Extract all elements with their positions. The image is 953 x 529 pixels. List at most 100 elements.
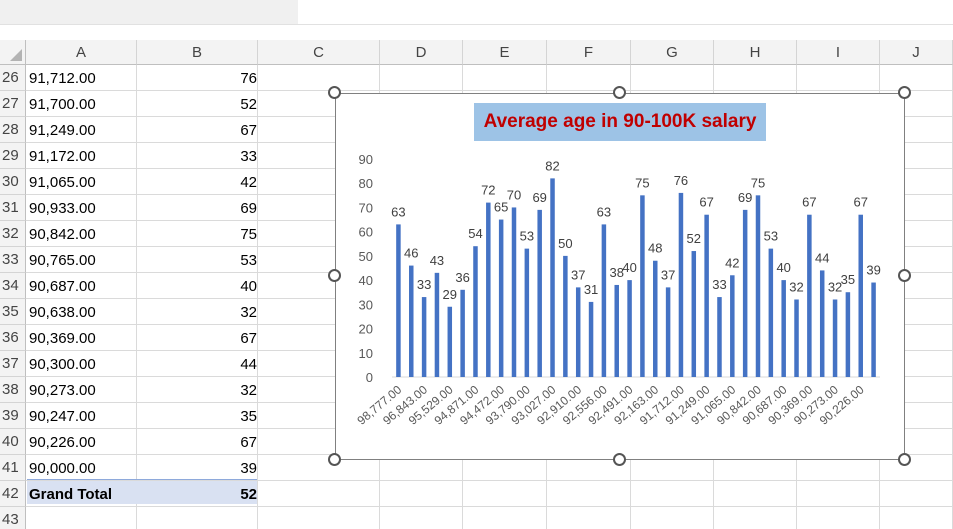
bar[interactable] bbox=[640, 195, 645, 377]
select-all-corner[interactable] bbox=[0, 40, 26, 65]
bar[interactable] bbox=[717, 297, 722, 377]
bar[interactable] bbox=[665, 287, 671, 377]
bar[interactable] bbox=[421, 297, 427, 377]
row-header-38[interactable]: 38 bbox=[0, 377, 26, 403]
cell-a36[interactable]: 90,369.00 bbox=[29, 329, 96, 347]
cell-b33[interactable]: 53 bbox=[240, 251, 257, 269]
cell-b42[interactable]: 52 bbox=[240, 485, 257, 503]
cell-b43[interactable] bbox=[137, 507, 257, 529]
row-header-31[interactable]: 31 bbox=[0, 195, 26, 221]
cell-a40[interactable]: 90,226.00 bbox=[29, 433, 96, 451]
cell-b40[interactable]: 67 bbox=[240, 433, 257, 451]
chart-resize-handle[interactable] bbox=[898, 86, 911, 99]
row-header-32[interactable]: 32 bbox=[0, 221, 26, 247]
cell-a34[interactable]: 90,687.00 bbox=[29, 277, 96, 295]
bar[interactable] bbox=[781, 280, 786, 377]
bar[interactable] bbox=[588, 301, 594, 377]
bar[interactable] bbox=[794, 299, 799, 377]
cell-a41[interactable]: 90,000.00 bbox=[29, 459, 96, 477]
row-header-36[interactable]: 36 bbox=[0, 325, 26, 351]
cell-a32[interactable]: 90,842.00 bbox=[29, 225, 96, 243]
bar[interactable] bbox=[614, 284, 619, 377]
column-header-i[interactable]: I bbox=[797, 40, 880, 65]
cell-b29[interactable]: 33 bbox=[240, 147, 257, 165]
cell-b35[interactable]: 32 bbox=[240, 303, 257, 321]
bar[interactable] bbox=[730, 275, 735, 377]
cell-b30[interactable]: 42 bbox=[240, 173, 257, 191]
cell-a33[interactable]: 90,765.00 bbox=[29, 251, 96, 269]
chart-resize-handle[interactable] bbox=[328, 86, 341, 99]
cell-a30[interactable]: 91,065.00 bbox=[29, 173, 96, 191]
column-header-a[interactable]: A bbox=[26, 40, 137, 65]
cell-a42[interactable]: Grand Total bbox=[29, 485, 113, 503]
row-header-26[interactable]: 26 bbox=[0, 65, 26, 91]
bar[interactable] bbox=[447, 306, 453, 377]
cell-b31[interactable]: 69 bbox=[240, 199, 257, 217]
chart-resize-handle[interactable] bbox=[328, 453, 341, 466]
row-header-41[interactable]: 41 bbox=[0, 455, 26, 481]
cell-a38[interactable]: 90,273.00 bbox=[29, 381, 96, 399]
column-header-g[interactable]: G bbox=[631, 40, 714, 65]
bar[interactable] bbox=[845, 292, 851, 377]
cell-a37[interactable]: 90,300.00 bbox=[29, 355, 96, 373]
bar[interactable] bbox=[858, 214, 863, 377]
column-header-h[interactable]: H bbox=[714, 40, 797, 65]
bar[interactable] bbox=[563, 255, 568, 377]
cell-a31[interactable]: 90,933.00 bbox=[29, 199, 96, 217]
bar[interactable] bbox=[704, 214, 709, 377]
cell-b28[interactable]: 67 bbox=[240, 121, 257, 139]
chart-resize-handle[interactable] bbox=[328, 269, 341, 282]
row-header-42[interactable]: 42 bbox=[0, 481, 26, 507]
cell-a27[interactable]: 91,700.00 bbox=[29, 95, 96, 113]
bar[interactable] bbox=[742, 209, 748, 377]
row-header-30[interactable]: 30 bbox=[0, 169, 26, 195]
cell-a26[interactable]: 91,712.00 bbox=[29, 69, 96, 87]
cell-b34[interactable]: 40 bbox=[240, 277, 257, 295]
bar[interactable] bbox=[768, 248, 774, 377]
bar[interactable] bbox=[537, 209, 542, 377]
row-header-27[interactable]: 27 bbox=[0, 91, 26, 117]
chart-resize-handle[interactable] bbox=[613, 86, 626, 99]
bar[interactable] bbox=[486, 202, 491, 377]
bar[interactable] bbox=[524, 248, 530, 377]
bar[interactable] bbox=[575, 287, 581, 377]
row-header-37[interactable]: 37 bbox=[0, 351, 26, 377]
bar[interactable] bbox=[653, 260, 658, 377]
column-header-j[interactable]: J bbox=[880, 40, 953, 65]
cell-b36[interactable]: 67 bbox=[240, 329, 257, 347]
bar[interactable] bbox=[678, 192, 684, 377]
cell-b38[interactable]: 32 bbox=[240, 381, 257, 399]
bar[interactable] bbox=[871, 282, 876, 377]
bar[interactable] bbox=[460, 289, 465, 377]
cell-b37[interactable]: 44 bbox=[240, 355, 257, 373]
bar[interactable] bbox=[550, 178, 555, 377]
cell-a29[interactable]: 91,172.00 bbox=[29, 147, 96, 165]
column-header-d[interactable]: D bbox=[380, 40, 463, 65]
row-header-43[interactable]: 43 bbox=[0, 507, 26, 529]
bar[interactable] bbox=[819, 270, 825, 377]
chart-resize-handle[interactable] bbox=[898, 453, 911, 466]
bar[interactable] bbox=[473, 246, 478, 377]
bar[interactable] bbox=[601, 224, 607, 377]
cell-b27[interactable]: 52 bbox=[240, 95, 257, 113]
bar[interactable] bbox=[691, 251, 697, 377]
column-header-b[interactable]: B bbox=[137, 40, 258, 65]
bar[interactable] bbox=[755, 195, 761, 377]
cell-b39[interactable]: 35 bbox=[240, 407, 257, 425]
bar[interactable] bbox=[627, 280, 632, 377]
bar[interactable] bbox=[511, 207, 517, 377]
bar[interactable] bbox=[396, 224, 401, 377]
bar[interactable] bbox=[832, 299, 838, 377]
chart-resize-handle[interactable] bbox=[898, 269, 911, 282]
chart-resize-handle[interactable] bbox=[613, 453, 626, 466]
row-header-33[interactable]: 33 bbox=[0, 247, 26, 273]
row-header-28[interactable]: 28 bbox=[0, 117, 26, 143]
bar[interactable] bbox=[409, 265, 414, 377]
bar[interactable] bbox=[498, 219, 504, 377]
column-header-c[interactable]: C bbox=[258, 40, 380, 65]
bar[interactable] bbox=[807, 214, 812, 377]
row-header-35[interactable]: 35 bbox=[0, 299, 26, 325]
column-header-f[interactable]: F bbox=[547, 40, 631, 65]
row-header-39[interactable]: 39 bbox=[0, 403, 26, 429]
bar[interactable] bbox=[434, 272, 440, 377]
